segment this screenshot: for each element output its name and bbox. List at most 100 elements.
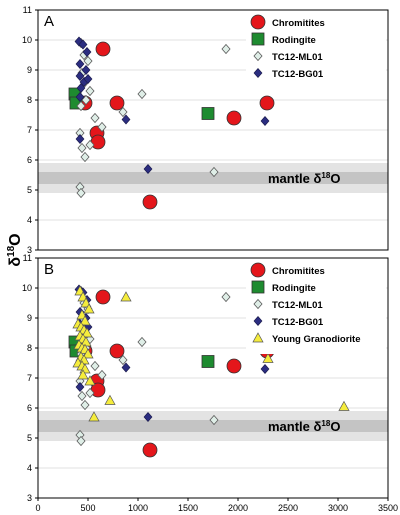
x-tick-label: 3500 (378, 503, 398, 513)
y-tick-label: 11 (23, 5, 32, 15)
data-point (260, 116, 270, 126)
y-tick-label: 7 (27, 125, 32, 135)
series-tc12-bg01 (74, 36, 270, 174)
data-point (338, 400, 350, 411)
y-tick-label: 10 (22, 35, 32, 45)
data-point (95, 289, 111, 305)
y-tick-label: 6 (27, 403, 32, 413)
data-point (262, 352, 274, 363)
data-point (226, 358, 242, 374)
y-tick-label: 10 (22, 283, 32, 293)
panel-label: B (44, 261, 54, 278)
panel-label: A (44, 13, 54, 30)
y-tick-label: 9 (27, 65, 32, 75)
y-tick-label: 7 (27, 373, 32, 383)
data-point (83, 74, 93, 84)
y-tick-label: 4 (27, 463, 32, 473)
data-point (81, 94, 91, 106)
legend-marker (250, 262, 266, 278)
legend-background (246, 260, 386, 354)
data-point (95, 41, 111, 57)
y-tick-label: 8 (27, 343, 32, 353)
legend-label: TC12-ML01 (272, 52, 323, 63)
data-point (80, 399, 90, 411)
data-point (118, 354, 128, 366)
data-point (75, 59, 85, 69)
x-tick-label: 3000 (328, 503, 348, 513)
data-point (120, 291, 132, 302)
mantle-band-label: mantle δ18O (268, 171, 340, 186)
data-point (90, 134, 106, 150)
data-point (85, 85, 95, 97)
data-point (82, 47, 92, 57)
legend-label: TC12-ML01 (272, 300, 323, 311)
data-point (85, 387, 95, 399)
data-point (77, 390, 87, 402)
data-point (201, 107, 215, 120)
data-point (209, 414, 219, 426)
data-point (77, 142, 87, 154)
data-point (226, 110, 242, 126)
data-point (259, 95, 275, 111)
y-axis-label-rest: O (7, 233, 24, 245)
x-tick-label: 0 (35, 503, 40, 513)
data-point (88, 411, 100, 422)
x-tick-label: 2500 (278, 503, 298, 513)
data-point (79, 315, 91, 326)
legend-marker (253, 316, 263, 326)
mantle-band-inner (38, 420, 388, 432)
data-point (81, 327, 93, 338)
data-point (75, 134, 85, 144)
data-point (81, 65, 91, 75)
y-tick-label: 3 (27, 493, 32, 503)
data-point (76, 100, 86, 112)
data-point (142, 442, 158, 458)
data-point (104, 394, 116, 405)
data-point (201, 355, 215, 368)
data-point (77, 369, 89, 380)
data-point (78, 39, 88, 50)
legend-label: TC12-BG01 (272, 317, 324, 328)
data-point (143, 412, 153, 422)
data-point (209, 166, 219, 178)
data-point (80, 151, 90, 163)
data-point (260, 364, 270, 374)
legend-marker (253, 50, 263, 62)
series-young-granodiorite (72, 285, 350, 422)
y-tick-label: 8 (27, 95, 32, 105)
legend-marker (251, 280, 265, 294)
y-axis-label: δ18O (6, 233, 24, 266)
x-tick-label: 2000 (228, 503, 248, 513)
legend-marker (253, 298, 263, 310)
data-point (82, 348, 94, 359)
data-point (75, 71, 85, 81)
x-tick-label: 1500 (178, 503, 198, 513)
y-tick-label: 9 (27, 313, 32, 323)
panels: mantle δ18O 3 4 5 6 7 8 9 10 11 A Chromitites Roding… (22, 5, 398, 513)
legend-label: Rodingite (272, 283, 316, 294)
data-point (137, 336, 147, 348)
x-tick-label: 500 (80, 503, 95, 513)
data-point (142, 194, 158, 210)
data-point (83, 55, 93, 67)
data-point (118, 106, 128, 118)
data-point (75, 92, 85, 102)
data-point (83, 303, 95, 314)
legend-marker (253, 68, 263, 78)
data-point (221, 43, 231, 55)
data-point (76, 187, 86, 199)
legend: Chromitites Rodingite TC12-ML01 TC12-BG01 Yo… (246, 260, 386, 354)
data-point (221, 291, 231, 303)
legend-marker (250, 14, 266, 30)
legend-marker (252, 332, 264, 343)
x-tick-label: 1000 (128, 503, 148, 513)
y-axis-label-sup: 18 (6, 245, 17, 257)
data-point (143, 164, 153, 174)
data-point (90, 112, 100, 124)
data-point (109, 343, 125, 359)
panel-a: mantle δ18O 3 4 5 6 7 8 9 10 11 A Chromitites Roding… (22, 5, 389, 255)
y-axis-label-symbol: δ (7, 257, 24, 267)
legend-background (246, 12, 386, 86)
data-point (75, 382, 85, 392)
